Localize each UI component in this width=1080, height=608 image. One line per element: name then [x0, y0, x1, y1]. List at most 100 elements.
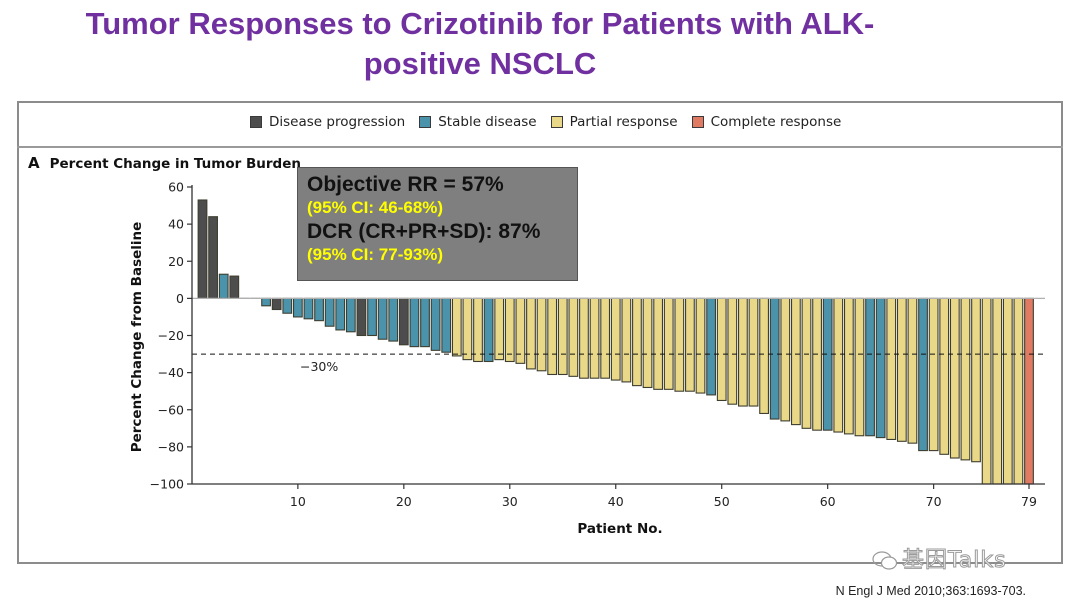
bar-patient-36 — [568, 297, 579, 377]
legend-swatch-cr — [691, 116, 704, 128]
stats-box: Objective RR = 57% (95% CI: 46-68%) DCR … — [297, 167, 578, 281]
bar-patient-47 — [685, 297, 695, 392]
bar-patient-53 — [748, 297, 759, 407]
bar-patient-29 — [494, 297, 505, 361]
bar-patient-10 — [292, 297, 303, 318]
y-tick-label: −80 — [158, 439, 184, 454]
legend-label: Partial response — [569, 114, 678, 130]
bar-patient-69 — [918, 297, 928, 452]
legend-label: Disease progression — [269, 114, 406, 130]
bar-patient-49 — [706, 297, 717, 396]
bar-patient-66 — [886, 297, 897, 440]
bar-patient-74 — [971, 297, 981, 463]
bar-patient-28 — [483, 297, 494, 363]
bar-patient-38 — [589, 297, 600, 379]
bar-patient-44 — [653, 297, 664, 390]
axes-group: −30% 60 40 20 0 −20 −40 −60 −80 −100 10 20 30 40 50 60 7… — [129, 180, 1045, 537]
bar-patient-15 — [345, 297, 356, 333]
dcr-ci: (95% CI: 77-93%) — [307, 245, 444, 264]
bar-patient-41 — [621, 297, 632, 383]
x-tick-label: 50 — [714, 494, 730, 509]
bar-patient-72 — [949, 297, 960, 459]
bar-patient-43 — [642, 297, 653, 389]
panel-title: A Percent Change in Tumor Burden — [28, 154, 301, 172]
y-tick-label: −100 — [150, 477, 184, 492]
bar-patient-24 — [441, 297, 452, 353]
bar-patient-59 — [812, 297, 822, 431]
bar-patient-77 — [1002, 297, 1013, 485]
bar-patient-14 — [335, 297, 346, 331]
legend-item-stable-disease: Stable disease — [419, 114, 537, 130]
bar-patient-37 — [579, 297, 589, 379]
bar-patient-40 — [610, 297, 621, 381]
bar-patient-51 — [727, 297, 738, 405]
bar-patient-4 — [229, 275, 240, 299]
bar-patient-16 — [356, 297, 367, 337]
y-tick-label: 40 — [168, 217, 184, 232]
panel-letter: A — [28, 154, 40, 172]
y-tick-label: 20 — [168, 254, 184, 269]
legend-divider — [17, 146, 1063, 148]
bar-patient-46 — [674, 297, 685, 392]
bar-patient-55 — [769, 297, 780, 420]
bar-patient-2 — [208, 216, 218, 299]
bar-patient-3 — [218, 273, 229, 299]
x-tick-label: 60 — [820, 494, 836, 509]
y-tick-label: 60 — [168, 180, 184, 195]
bar-patient-9 — [282, 297, 293, 314]
slide-title: Tumor Responses to Crizotinib for Patien… — [0, 4, 960, 84]
bar-patient-79 — [1024, 297, 1034, 485]
citation: N Engl J Med 2010;363:1693-703. — [835, 584, 1026, 598]
bar-patient-26 — [462, 297, 473, 361]
legend-swatch-pr — [550, 116, 563, 128]
bar-patient-68 — [907, 297, 918, 444]
legend-label: Stable disease — [438, 114, 537, 130]
x-tick-label: 30 — [502, 494, 518, 509]
objective-rr-ci: (95% CI: 46-68%) — [307, 198, 444, 217]
watermark-text: 基因Talks — [902, 548, 1007, 574]
legend-item-disease-progression: Disease progression — [250, 114, 405, 130]
bar-patient-22 — [420, 297, 430, 348]
x-tick-label: 40 — [608, 494, 624, 509]
dcr: DCR (CR+PR+SD): 87% — [307, 220, 541, 243]
bar-patient-48 — [695, 297, 706, 394]
bar-patient-71 — [939, 297, 950, 455]
bar-patient-42 — [632, 297, 642, 387]
bar-patient-76 — [992, 297, 1003, 485]
bar-patient-27 — [473, 297, 483, 363]
bar-patient-70 — [928, 297, 939, 452]
x-tick-label: 10 — [290, 494, 306, 509]
panel-title-text: Percent Change in Tumor Burden — [49, 156, 301, 172]
y-tick-label: 0 — [176, 291, 184, 306]
bar-patient-54 — [759, 297, 769, 415]
bar-patient-67 — [896, 297, 907, 442]
bar-patient-18 — [377, 297, 388, 340]
bar-patient-33 — [536, 297, 547, 372]
x-tick-label: 79 — [1021, 494, 1037, 509]
y-axis-title: Percent Change from Baseline — [129, 222, 145, 453]
figure-frame — [17, 101, 1063, 564]
bar-patient-58 — [801, 297, 812, 429]
bar-patient-34 — [547, 297, 558, 376]
bar-patient-75 — [981, 297, 992, 485]
bar-patient-1 — [197, 199, 208, 299]
legend-swatch-sd — [419, 116, 432, 128]
bar-patient-23 — [430, 297, 441, 351]
y-tick-label: −20 — [158, 328, 184, 343]
legend-item-partial-response: Partial response — [550, 114, 678, 130]
slide-title-line2: positive NSCLC — [363, 46, 597, 81]
bar-patient-65 — [875, 297, 886, 439]
bar-patient-64 — [865, 297, 875, 437]
reference-line-label: −30% — [300, 359, 338, 374]
bar-patient-25 — [451, 297, 462, 357]
legend-swatch-pd — [250, 116, 262, 128]
legend-label: Complete response — [710, 114, 842, 130]
bar-patient-56 — [780, 297, 791, 422]
bar-patient-73 — [960, 297, 971, 461]
x-axis-title: Patient No. — [577, 521, 662, 537]
bar-patient-39 — [600, 297, 611, 379]
bar-patient-12 — [314, 297, 324, 322]
chart-legend: Disease progression Stable disease Parti… — [250, 114, 855, 130]
wechat-icon — [872, 551, 898, 570]
